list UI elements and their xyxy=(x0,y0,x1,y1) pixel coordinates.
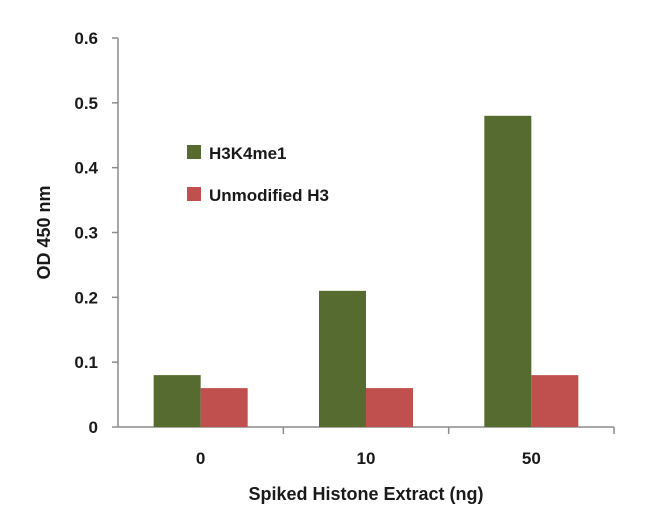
bar-unmodified-h3-10 xyxy=(366,388,413,427)
y-tick-label: 0.6 xyxy=(74,29,98,48)
plot-area: 0 0.1 0.2 0.3 0.4 0.5 0.6 0 10 50 xyxy=(74,29,615,468)
bar-unmodified-h3-0 xyxy=(200,388,248,427)
bar-h3k4me1-10 xyxy=(319,290,366,427)
x-axis-title: Spiked Histone Extract (ng) xyxy=(248,484,483,504)
y-tick-label: 0.4 xyxy=(74,159,98,178)
x-axis-ticks: 0 10 50 xyxy=(196,427,615,468)
x-tick-label: 0 xyxy=(196,449,205,468)
y-tick-label: 0 xyxy=(89,418,98,437)
bar-unmodified-h3-50 xyxy=(531,375,579,427)
bar-series-group xyxy=(153,115,579,428)
legend: H3K4me1 Unmodified H3 xyxy=(187,144,329,205)
legend-label: H3K4me1 xyxy=(209,144,287,163)
y-axis-ticks: 0 0.1 0.2 0.3 0.4 0.5 0.6 xyxy=(74,29,118,437)
legend-swatch xyxy=(187,145,201,159)
legend-label: Unmodified H3 xyxy=(209,186,329,205)
x-tick-label: 10 xyxy=(357,449,376,468)
x-tick-label: 50 xyxy=(522,449,541,468)
y-tick-label: 0.5 xyxy=(74,94,98,113)
y-tick-label: 0.1 xyxy=(74,353,98,372)
y-axis-title: OD 450 nm xyxy=(34,185,54,279)
y-tick-label: 0.2 xyxy=(74,288,98,307)
bar-h3k4me1-50 xyxy=(484,115,532,428)
legend-swatch xyxy=(187,187,201,201)
bar-h3k4me1-0 xyxy=(153,375,201,427)
y-tick-label: 0.3 xyxy=(74,224,98,243)
